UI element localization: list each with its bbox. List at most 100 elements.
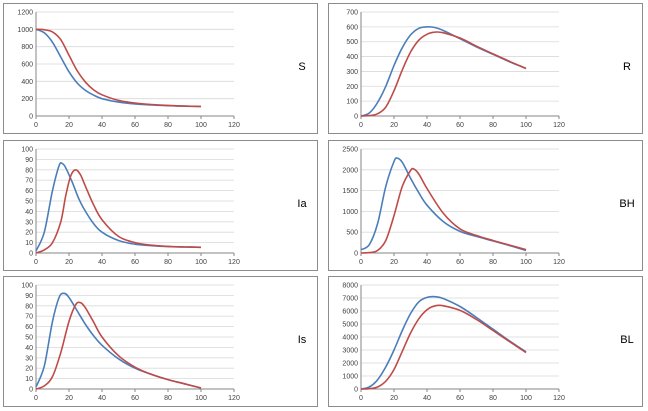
x-tick-label: 60 — [456, 122, 464, 129]
y-tick-label: 90 — [25, 293, 33, 300]
x-tick-label: 60 — [131, 122, 139, 129]
y-tick-label: 40 — [25, 345, 33, 352]
x-tick-label: 40 — [98, 122, 106, 129]
chart-label-r: R — [623, 61, 631, 73]
series-line-bl-2 — [360, 304, 527, 390]
x-tick-label: 20 — [65, 259, 73, 266]
x-tick-label: 100 — [195, 395, 207, 402]
chart-panel-bh: 0 500 1000 1500 2000 2500 0 20 40 60 80 100 120 BH — [328, 140, 643, 271]
chart-panel-bl: 0 1000 2000 3000 4000 5000 6000 7000 8000 0 20 40 60… — [328, 276, 643, 407]
y-tick-label: 1000 — [17, 27, 33, 34]
series-line-is-2 — [35, 301, 202, 390]
y-tick-label: 8000 — [342, 283, 358, 290]
series-line-is-1 — [35, 292, 202, 389]
x-tick-label: 60 — [456, 395, 464, 402]
x-tick-label: 40 — [423, 122, 431, 129]
x-tick-label: 100 — [520, 259, 532, 266]
y-tick-label: 7000 — [342, 296, 358, 303]
y-tick-label: 80 — [25, 167, 33, 174]
y-tick-label: 200 — [346, 84, 358, 91]
y-tick-label: 10 — [25, 376, 33, 383]
y-tick-label: 2500 — [342, 147, 358, 154]
y-tick-label: 1500 — [342, 188, 358, 195]
chart-label-ia: Ia — [297, 198, 307, 210]
x-tick-label: 0 — [359, 122, 363, 129]
chart-ia: 0 10 20 30 40 50 60 70 80 90 100 0 20 40 60 80 100 120 Ia — [21, 147, 307, 267]
y-tick-label: 800 — [21, 44, 33, 51]
y-tick-label: 100 — [346, 99, 358, 106]
x-tick-label: 20 — [65, 395, 73, 402]
y-tick-label: 1000 — [342, 374, 358, 381]
y-tick-label: 0 — [29, 387, 33, 394]
chart-bh: 0 500 1000 1500 2000 2500 0 20 40 60 80 100 120 BH — [342, 147, 634, 267]
y-tick-label: 70 — [25, 178, 33, 185]
y-tick-label: 5000 — [342, 322, 358, 329]
y-tick-label: 200 — [21, 96, 33, 103]
y-tick-label: 500 — [346, 230, 358, 237]
x-tick-label: 120 — [228, 259, 240, 266]
y-tick-label: 50 — [25, 335, 33, 342]
y-tick-label: 70 — [25, 314, 33, 321]
y-tick-label: 700 — [346, 10, 358, 17]
y-tick-label: 40 — [25, 209, 33, 216]
chart-label-s: S — [298, 61, 305, 73]
x-tick-label: 120 — [553, 395, 565, 402]
series-line-ia-1 — [35, 161, 202, 252]
y-tick-label: 500 — [346, 39, 358, 46]
chart-label-is: Is — [298, 334, 307, 346]
chart-label-bl: BL — [620, 334, 633, 346]
x-tick-label: 0 — [34, 395, 38, 402]
x-tick-label: 100 — [195, 259, 207, 266]
x-tick-label: 100 — [195, 122, 207, 129]
y-tick-label: 30 — [25, 219, 33, 226]
x-tick-label: 80 — [164, 122, 172, 129]
y-tick-label: 60 — [25, 188, 33, 195]
chart-r: 0 100 200 300 400 500 600 700 0 20 40 60 80 100 120 R — [346, 10, 631, 130]
x-tick-label: 0 — [359, 395, 363, 402]
y-tick-label: 100 — [21, 147, 33, 154]
x-tick-label: 40 — [423, 259, 431, 266]
y-tick-label: 0 — [29, 251, 33, 258]
y-tick-label: 100 — [21, 283, 33, 290]
chart-panel-s: 0 200 400 600 800 1000 1200 0 20 40 60 80 100 120 S — [3, 3, 318, 134]
chart-s: 0 200 400 600 800 1000 1200 0 20 40 60 80 100 120 S — [17, 10, 305, 130]
x-tick-label: 40 — [423, 395, 431, 402]
y-tick-label: 30 — [25, 355, 33, 362]
x-tick-label: 80 — [489, 259, 497, 266]
y-tick-label: 10 — [25, 240, 33, 247]
y-tick-label: 3000 — [342, 348, 358, 355]
chart-panel-ia: 0 10 20 30 40 50 60 70 80 90 100 0 20 40 60 80 100 120 Ia — [3, 140, 318, 271]
y-tick-label: 600 — [346, 24, 358, 31]
x-tick-label: 20 — [390, 122, 398, 129]
x-tick-label: 80 — [489, 395, 497, 402]
y-tick-label: 20 — [25, 366, 33, 373]
x-tick-label: 80 — [164, 259, 172, 266]
x-tick-label: 20 — [65, 122, 73, 129]
x-tick-label: 60 — [131, 395, 139, 402]
x-tick-label: 20 — [390, 395, 398, 402]
chart-panel-r: 0 100 200 300 400 500 600 700 0 20 40 60 80 100 120 R — [328, 3, 643, 134]
y-tick-label: 0 — [354, 251, 358, 258]
y-tick-label: 400 — [346, 54, 358, 61]
x-tick-label: 80 — [489, 122, 497, 129]
y-tick-label: 60 — [25, 324, 33, 331]
x-tick-label: 100 — [520, 122, 532, 129]
y-tick-label: 6000 — [342, 309, 358, 316]
x-tick-label: 60 — [456, 259, 464, 266]
x-tick-label: 60 — [131, 259, 139, 266]
series-line-bl-1 — [360, 295, 527, 390]
y-tick-label: 1000 — [342, 209, 358, 216]
y-tick-label: 0 — [354, 114, 358, 121]
series-line-bh-2 — [360, 167, 527, 254]
x-tick-label: 120 — [553, 122, 565, 129]
x-tick-label: 80 — [164, 395, 172, 402]
y-tick-label: 80 — [25, 303, 33, 310]
series-line-r-2 — [360, 31, 527, 117]
series-line-bh-1 — [360, 157, 527, 252]
x-tick-label: 120 — [228, 122, 240, 129]
chart-panel-is: 0 10 20 30 40 50 60 70 80 90 100 0 20 40 60 80 100 120 Is — [3, 276, 318, 407]
chart-is: 0 10 20 30 40 50 60 70 80 90 100 0 20 40 60 80 100 120 Is — [21, 283, 307, 403]
chart-label-bh: BH — [619, 198, 634, 210]
y-tick-label: 1200 — [17, 10, 33, 17]
y-tick-label: 600 — [21, 62, 33, 69]
